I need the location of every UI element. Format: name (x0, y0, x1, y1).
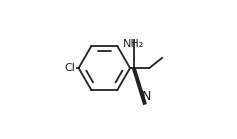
Text: Cl: Cl (64, 63, 75, 73)
Text: NH₂: NH₂ (123, 39, 144, 49)
Text: N: N (141, 90, 151, 103)
